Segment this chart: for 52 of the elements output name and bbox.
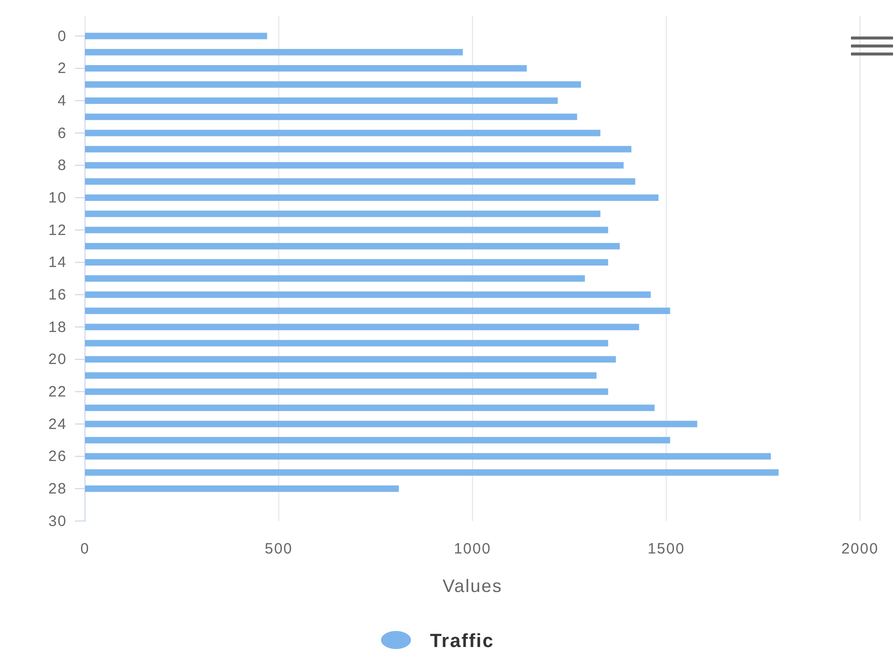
- x-tick-label: 0: [80, 540, 90, 558]
- y-tick-label: 0: [58, 28, 67, 45]
- bar: [85, 275, 585, 282]
- bar: [85, 372, 596, 379]
- legend-label: Traffic: [430, 631, 494, 652]
- bar: [85, 114, 578, 120]
- y-tick-label: 24: [48, 416, 67, 433]
- bar: [85, 340, 608, 346]
- bar: [85, 48, 463, 56]
- bar: [85, 308, 670, 314]
- bar: [85, 469, 779, 476]
- bar: [85, 259, 608, 266]
- bar: [85, 226, 608, 234]
- y-tick-label: 14: [48, 254, 67, 272]
- y-tick-label: 30: [48, 512, 67, 530]
- bar: [85, 388, 608, 395]
- y-tick-label: 10: [48, 189, 67, 206]
- bar: [85, 81, 581, 88]
- bar: [85, 162, 624, 169]
- bar: [85, 356, 616, 363]
- bar: [85, 32, 268, 40]
- bar: [85, 178, 636, 185]
- bar: [85, 436, 670, 444]
- bar: [85, 146, 632, 152]
- x-tick-label: 2000: [841, 540, 879, 558]
- bar: [85, 453, 771, 460]
- bar: [85, 97, 558, 104]
- y-tick-label: 16: [48, 286, 67, 304]
- y-tick-label: 2: [58, 60, 67, 78]
- bar: [85, 404, 655, 412]
- bar: [85, 242, 620, 250]
- y-tick-label: 28: [48, 480, 67, 498]
- x-tick-label: 500: [264, 540, 293, 558]
- bar: [85, 291, 651, 298]
- x-tick-label: 1000: [454, 540, 492, 558]
- bar: [85, 194, 658, 201]
- bar: [85, 65, 527, 72]
- y-tick-label: 18: [48, 318, 67, 336]
- x-tick-label: 1500: [648, 540, 685, 558]
- x-axis-title: Values: [442, 576, 502, 596]
- y-tick-label: 12: [48, 222, 67, 239]
- y-tick-label: 22: [48, 383, 67, 400]
- bar: [85, 210, 600, 218]
- bar: [85, 324, 640, 330]
- y-tick-label: 26: [48, 448, 67, 466]
- y-tick-label: 4: [58, 92, 67, 110]
- bar: [85, 420, 698, 428]
- bar: [85, 130, 600, 136]
- bar: [85, 485, 399, 492]
- y-tick-label: 20: [48, 351, 67, 368]
- y-tick-label: 8: [58, 157, 67, 174]
- y-tick-label: 6: [58, 124, 67, 142]
